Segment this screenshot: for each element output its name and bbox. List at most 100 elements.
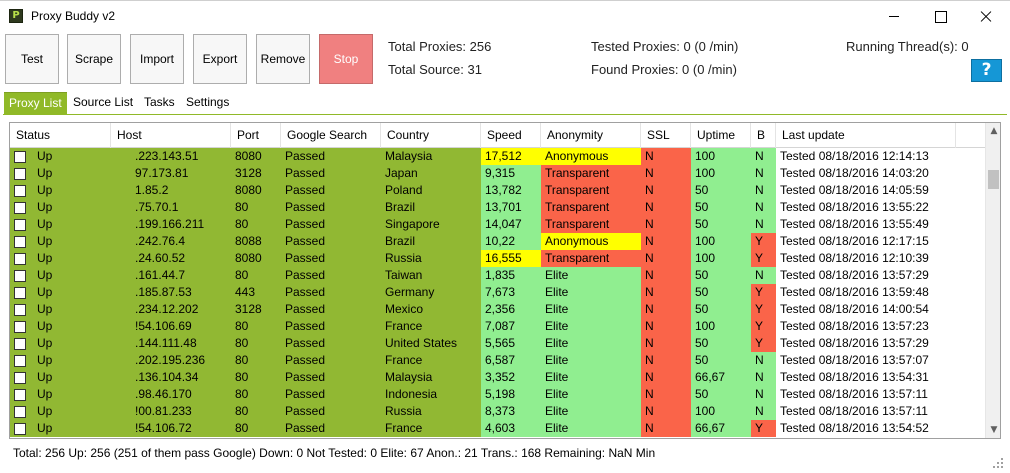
cell-google-search: Passed bbox=[281, 233, 381, 250]
row-checkbox[interactable] bbox=[14, 287, 26, 299]
status-text: Up bbox=[37, 421, 53, 435]
import-button[interactable]: Import bbox=[130, 34, 184, 84]
row-checkbox[interactable] bbox=[14, 389, 26, 401]
cell-b: N bbox=[751, 148, 776, 165]
table-row[interactable]: Up .144.111.48 80 Passed United States 5,565 E… bbox=[10, 335, 985, 352]
tab-settings[interactable]: Settings bbox=[186, 95, 230, 109]
row-checkbox[interactable] bbox=[14, 236, 26, 248]
row-checkbox[interactable] bbox=[14, 151, 26, 163]
cell-status: Up bbox=[10, 386, 111, 403]
cell-host: .144.111.48 bbox=[111, 335, 231, 352]
scroll-thumb[interactable] bbox=[988, 170, 999, 189]
scrape-button[interactable]: Scrape bbox=[67, 34, 121, 84]
status-text: Up bbox=[37, 404, 53, 418]
col-header-ssl[interactable]: SSL bbox=[641, 123, 691, 148]
scroll-down-icon[interactable]: ▼ bbox=[990, 425, 998, 435]
table-row[interactable]: Up !54.106.72 80 Passed France 4,603 Elite N 66,… bbox=[10, 420, 985, 437]
tested-proxies-label: Tested Proxies: 0 (0 /min) bbox=[591, 39, 739, 54]
col-header-host[interactable]: Host bbox=[111, 123, 231, 148]
row-checkbox[interactable] bbox=[14, 253, 26, 265]
remove-button[interactable]: Remove bbox=[256, 34, 310, 84]
table-row[interactable]: Up .242.76.4 8088 Passed Brazil 10,22 Anonymou… bbox=[10, 233, 985, 250]
cell-google-search: Passed bbox=[281, 216, 381, 233]
proxy-grid[interactable]: Status Host Port Google Search Country S… bbox=[9, 122, 1001, 439]
cell-ssl: N bbox=[641, 233, 691, 250]
cell-uptime: 50 bbox=[691, 267, 751, 284]
cell-anonymity: Transparent bbox=[541, 216, 641, 233]
col-header-speed[interactable]: Speed bbox=[481, 123, 541, 148]
cell-uptime: 100 bbox=[691, 403, 751, 420]
row-checkbox[interactable] bbox=[14, 270, 26, 282]
row-checkbox[interactable] bbox=[14, 355, 26, 367]
cell-ssl: N bbox=[641, 284, 691, 301]
table-row[interactable]: Up !00.81.233 80 Passed Russia 8,373 Elite N 100… bbox=[10, 403, 985, 420]
col-header-google-search[interactable]: Google Search bbox=[281, 123, 381, 148]
cell-port: 80 bbox=[231, 386, 281, 403]
scroll-up-icon[interactable]: ▲ bbox=[990, 126, 998, 136]
col-header-status[interactable]: Status bbox=[10, 123, 111, 148]
help-button[interactable]: ? bbox=[971, 59, 1002, 82]
test-button[interactable]: Test bbox=[5, 34, 59, 84]
vertical-scrollbar[interactable]: ▲ ▼ bbox=[985, 123, 1000, 438]
table-row[interactable]: Up 97.173.81 3128 Passed Japan 9,315 Transpare… bbox=[10, 165, 985, 182]
table-row[interactable]: Up .223.143.51 8080 Passed Malaysia 17,512 Ano… bbox=[10, 148, 985, 165]
col-header-country[interactable]: Country bbox=[381, 123, 481, 148]
cell-port: 443 bbox=[231, 284, 281, 301]
row-checkbox[interactable] bbox=[14, 423, 26, 435]
close-icon[interactable] bbox=[963, 1, 1009, 32]
table-row[interactable]: Up .234.12.202 3128 Passed Mexico 2,356 Elite N… bbox=[10, 301, 985, 318]
stop-button[interactable]: Stop bbox=[319, 34, 373, 84]
table-row[interactable]: Up .136.104.34 80 Passed Malaysia 3,352 Elite N… bbox=[10, 369, 985, 386]
table-row[interactable]: Up 1.85.2 8080 Passed Poland 13,782 Transparen… bbox=[10, 182, 985, 199]
table-row[interactable]: Up .24.60.52 8080 Passed Russia 16,555 Transpa… bbox=[10, 250, 985, 267]
cell-anonymity: Transparent bbox=[541, 250, 641, 267]
cell-b: N bbox=[751, 369, 776, 386]
export-button[interactable]: Export bbox=[193, 34, 247, 84]
col-header-anonymity[interactable]: Anonymity bbox=[541, 123, 641, 148]
cell-last-update: Tested 08/18/2016 13:54:52 bbox=[776, 420, 956, 437]
cell-port: 80 bbox=[231, 420, 281, 437]
row-checkbox[interactable] bbox=[14, 168, 26, 180]
row-checkbox[interactable] bbox=[14, 185, 26, 197]
cell-port: 8080 bbox=[231, 148, 281, 165]
row-checkbox[interactable] bbox=[14, 202, 26, 214]
cell-country: Indonesia bbox=[381, 386, 481, 403]
maximize-icon[interactable] bbox=[917, 1, 963, 32]
table-row[interactable]: Up .199.166.211 80 Passed Singapore 14,047 Tra… bbox=[10, 216, 985, 233]
cell-anonymity: Elite bbox=[541, 301, 641, 318]
tab-source-list[interactable]: Source List bbox=[73, 95, 134, 109]
cell-b: N bbox=[751, 165, 776, 182]
cell-country: France bbox=[381, 420, 481, 437]
table-row[interactable]: Up !54.106.69 80 Passed France 7,087 Elite N 100… bbox=[10, 318, 985, 335]
row-checkbox[interactable] bbox=[14, 304, 26, 316]
cell-b: Y bbox=[751, 301, 776, 318]
tab-proxy-list[interactable]: Proxy List bbox=[4, 92, 67, 114]
cell-country: Russia bbox=[381, 250, 481, 267]
cell-google-search: Passed bbox=[281, 267, 381, 284]
col-header-last-update[interactable]: Last update bbox=[776, 123, 956, 148]
row-checkbox[interactable] bbox=[14, 321, 26, 333]
row-checkbox[interactable] bbox=[14, 372, 26, 384]
cell-host: .242.76.4 bbox=[111, 233, 231, 250]
cell-ssl: N bbox=[641, 250, 691, 267]
table-row[interactable]: Up .75.70.1 80 Passed Brazil 13,701 Transparen… bbox=[10, 199, 985, 216]
cell-host: .75.70.1 bbox=[111, 199, 231, 216]
cell-google-search: Passed bbox=[281, 420, 381, 437]
row-checkbox[interactable] bbox=[14, 406, 26, 418]
col-header-b[interactable]: B bbox=[751, 123, 776, 148]
table-row[interactable]: Up .202.195.236 80 Passed France 6,587 Elite N 5… bbox=[10, 352, 985, 369]
col-header-uptime[interactable]: Uptime bbox=[691, 123, 751, 148]
table-row[interactable]: Up .161.44.7 80 Passed Taiwan 1,835 Elite N 50 N T… bbox=[10, 267, 985, 284]
resize-grip-icon[interactable] bbox=[991, 456, 1005, 470]
cell-port: 80 bbox=[231, 216, 281, 233]
table-row[interactable]: Up .98.46.170 80 Passed Indonesia 5,198 Elite N… bbox=[10, 386, 985, 403]
minimize-icon[interactable] bbox=[871, 1, 917, 32]
cell-b: Y bbox=[751, 420, 776, 437]
table-row[interactable]: Up .185.87.53 443 Passed Germany 7,673 Elite N 5… bbox=[10, 284, 985, 301]
row-checkbox[interactable] bbox=[14, 338, 26, 350]
cell-country: Russia bbox=[381, 403, 481, 420]
cell-country: Japan bbox=[381, 165, 481, 182]
row-checkbox[interactable] bbox=[14, 219, 26, 231]
col-header-port[interactable]: Port bbox=[231, 123, 281, 148]
tab-tasks[interactable]: Tasks bbox=[144, 95, 175, 109]
